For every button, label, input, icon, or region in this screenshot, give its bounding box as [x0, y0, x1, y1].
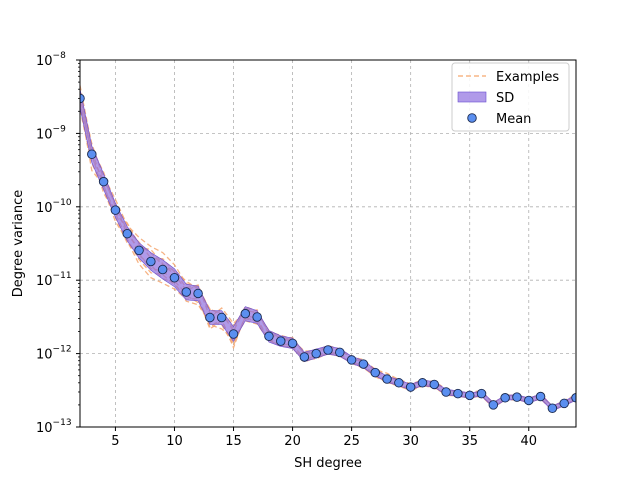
mean-point [535, 391, 546, 402]
mean-point [228, 329, 239, 339]
mean-point [169, 272, 180, 283]
mean-point [571, 393, 576, 403]
x-tick-label: 35 [461, 434, 478, 449]
x-tick-label: 30 [402, 434, 419, 449]
legend-label: Examples [496, 70, 559, 85]
plot-frame [79, 59, 577, 428]
legend: Examples SD Mean [451, 62, 570, 132]
mean-point [311, 348, 321, 359]
mean-point [358, 359, 369, 369]
y-axis-label: Degree variance [11, 190, 26, 297]
mean-point [417, 378, 428, 388]
mean-point [252, 312, 262, 322]
mean-point [157, 264, 168, 275]
mean-point [264, 331, 274, 342]
legend-box [451, 62, 570, 132]
mean-point [429, 379, 440, 390]
mean-point [394, 378, 404, 388]
mean-point [382, 374, 392, 384]
mean-point [405, 382, 416, 392]
x-axis: 5 10 15 20 25 30 35 40 [111, 427, 537, 449]
mean-point [335, 347, 345, 358]
mean-point [98, 176, 109, 187]
x-tick-label: 25 [343, 434, 360, 449]
mean-point [299, 352, 310, 362]
mean-point [500, 393, 510, 403]
mean-point [181, 287, 192, 297]
mean-point [110, 205, 121, 215]
legend-mean-swatch [467, 113, 477, 123]
y-tick-label: 10−10 [36, 198, 72, 216]
legend-label: SD [496, 91, 514, 106]
x-tick-label: 40 [520, 434, 537, 449]
mean-point [205, 312, 215, 323]
mean-point [87, 149, 97, 159]
legend-label: Mean [496, 112, 531, 127]
mean-point [370, 367, 380, 378]
x-tick-label: 10 [166, 434, 183, 449]
y-tick-label: 10−11 [36, 271, 72, 289]
mean-point [453, 388, 463, 399]
x-tick-label: 5 [111, 434, 119, 449]
legend-sd-swatch [457, 91, 487, 103]
mean-point [146, 256, 156, 267]
mean-point [240, 308, 251, 319]
y-tick-label: 10−9 [36, 124, 66, 142]
mean-point [122, 228, 132, 239]
y-tick-label: 10−13 [36, 418, 72, 436]
mean-point [134, 245, 144, 256]
x-axis-label: SH degree [294, 456, 362, 471]
x-tick-label: 20 [284, 434, 301, 449]
mean-point [488, 400, 499, 410]
mean-point [323, 345, 333, 355]
mean-point [524, 395, 534, 406]
mean-point [346, 355, 357, 365]
mean-point [476, 388, 487, 399]
mean-series [80, 93, 576, 414]
mean-point [287, 338, 298, 349]
mean-point [216, 312, 227, 323]
y-axis: 10−13 10−12 10−11 10−10 10−9 10−8 [36, 51, 80, 436]
x-tick-label: 15 [225, 434, 242, 449]
mean-point [193, 288, 203, 299]
mean-point [441, 387, 451, 397]
y-tick-label: 10−8 [36, 51, 66, 69]
example-line [80, 92, 576, 408]
mean-point [464, 390, 475, 401]
mean-point [80, 93, 85, 104]
mean-point [559, 398, 569, 409]
mean-point [547, 403, 558, 414]
y-tick-label: 10−12 [36, 345, 72, 363]
mean-point [276, 336, 286, 346]
mean-point [512, 392, 522, 402]
